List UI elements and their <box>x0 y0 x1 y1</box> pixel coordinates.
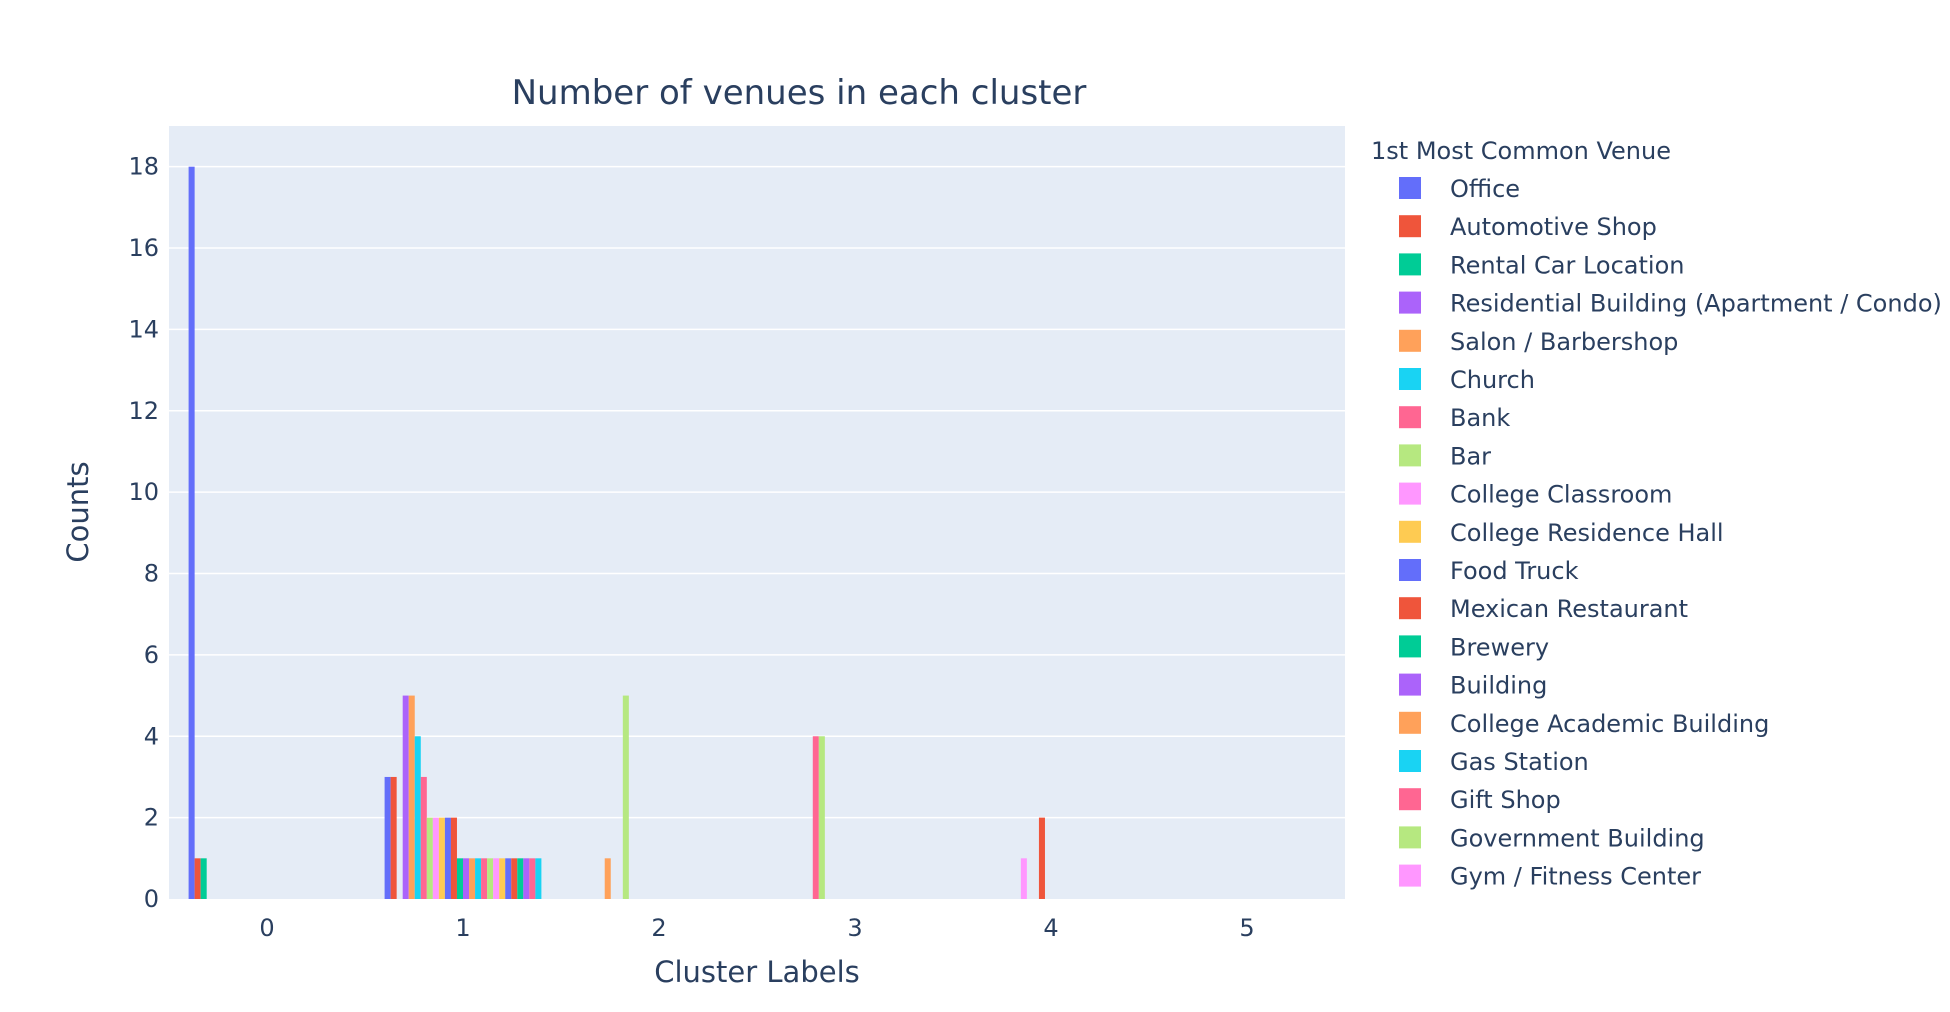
legend-item-label[interactable]: Brewery <box>1450 633 1549 661</box>
legend-swatch <box>1399 368 1421 390</box>
x-tick-label: 4 <box>1043 914 1058 942</box>
bar[interactable] <box>426 817 433 899</box>
legend-item-label[interactable]: Automotive Shop <box>1450 213 1657 241</box>
plot-area <box>169 126 1345 899</box>
bar[interactable] <box>535 858 542 899</box>
legend-swatch <box>1399 482 1421 505</box>
legend-swatch <box>1399 215 1421 238</box>
bar[interactable] <box>469 858 476 899</box>
y-tick-label: 14 <box>128 315 159 343</box>
bar[interactable] <box>438 817 445 899</box>
x-axis-title: Cluster Labels <box>654 955 860 989</box>
y-tick-label: 18 <box>128 153 159 181</box>
legend-item-label[interactable]: Food Truck <box>1450 557 1579 585</box>
bar[interactable] <box>475 858 482 899</box>
y-tick-label: 6 <box>144 641 159 669</box>
legend-item-label[interactable]: Building <box>1450 672 1547 700</box>
bar[interactable] <box>529 858 536 899</box>
y-axis-title: Counts <box>61 461 95 562</box>
legend-swatch <box>1399 750 1421 772</box>
x-tick-label: 5 <box>1239 914 1254 942</box>
bar[interactable] <box>818 736 825 899</box>
legend-swatch <box>1399 520 1421 543</box>
x-tick-label: 1 <box>455 914 470 942</box>
legend-swatch <box>1399 406 1421 429</box>
legend-swatch <box>1399 711 1421 734</box>
bar[interactable] <box>414 736 421 899</box>
bar[interactable] <box>390 776 397 899</box>
y-tick-label: 10 <box>128 478 159 506</box>
legend-swatch <box>1399 864 1421 887</box>
legend-item-label[interactable]: Gift Shop <box>1450 786 1561 814</box>
bar[interactable] <box>420 776 427 899</box>
legend-item-label[interactable]: College Classroom <box>1450 481 1672 509</box>
legend-item-label[interactable]: Office <box>1450 175 1520 203</box>
legend-swatch <box>1399 673 1421 696</box>
bar[interactable] <box>604 858 611 899</box>
legend-swatch <box>1399 291 1421 314</box>
bar[interactable] <box>450 817 457 899</box>
bar[interactable] <box>481 858 488 899</box>
legend-item-label[interactable]: Mexican Restaurant <box>1450 595 1688 623</box>
bar[interactable] <box>408 695 415 899</box>
legend-item-label[interactable]: Rental Car Location <box>1450 251 1684 279</box>
bar[interactable] <box>505 858 512 899</box>
bar[interactable] <box>487 858 494 899</box>
legend-swatch <box>1399 444 1421 467</box>
bar[interactable] <box>456 858 463 899</box>
legend-item-label[interactable]: Bank <box>1450 404 1510 432</box>
legend-item-label[interactable]: Salon / Barbershop <box>1450 328 1678 356</box>
x-axis-ticks: 0 1 2 3 4 5 <box>259 914 1254 942</box>
y-tick-label: 12 <box>128 397 159 425</box>
bar[interactable] <box>432 817 439 899</box>
bars <box>188 166 1045 899</box>
legend-item-label[interactable]: Church <box>1450 366 1535 394</box>
bar[interactable] <box>194 858 201 899</box>
y-tick-label: 8 <box>144 560 159 588</box>
x-tick-label: 3 <box>847 914 862 942</box>
bar[interactable] <box>188 166 195 899</box>
bar[interactable] <box>517 858 524 899</box>
bar[interactable] <box>200 858 207 899</box>
y-axis-ticks: 0 2 4 6 8 10 12 14 16 18 <box>128 153 159 913</box>
legend-item-label[interactable]: Gas Station <box>1450 748 1589 776</box>
y-tick-label: 4 <box>144 722 159 750</box>
y-tick-label: 0 <box>144 885 159 913</box>
bar[interactable] <box>463 858 470 899</box>
bar[interactable] <box>402 695 409 899</box>
legend-swatch <box>1399 253 1421 276</box>
bar[interactable] <box>622 695 629 899</box>
legend-swatch <box>1399 329 1421 352</box>
legend-swatch <box>1399 826 1421 849</box>
legend-swatch <box>1399 635 1421 658</box>
bar[interactable] <box>511 858 518 899</box>
bar[interactable] <box>384 776 391 899</box>
x-tick-label: 2 <box>651 914 666 942</box>
bar[interactable] <box>493 858 500 899</box>
gridlines <box>169 165 1345 819</box>
legend-swatch <box>1399 559 1421 581</box>
y-tick-label: 16 <box>128 234 159 262</box>
bar[interactable] <box>1038 817 1045 899</box>
bar[interactable] <box>444 817 451 899</box>
legend-swatch <box>1399 597 1421 620</box>
legend-item-label[interactable]: Government Building <box>1450 824 1705 852</box>
chart-title: Number of venues in each cluster <box>512 73 1087 113</box>
legend: 1st Most Common Venue Office Automotive S… <box>1371 137 1942 891</box>
y-tick-label: 2 <box>144 804 159 832</box>
bar[interactable] <box>523 858 530 899</box>
legend-title: 1st Most Common Venue <box>1371 137 1671 165</box>
legend-item-label[interactable]: College Residence Hall <box>1450 519 1724 547</box>
bar[interactable] <box>499 858 506 899</box>
bar[interactable] <box>812 736 819 899</box>
legend-item-label[interactable]: Gym / Fitness Center <box>1450 863 1701 891</box>
bar[interactable] <box>1020 858 1027 899</box>
legend-swatch <box>1399 177 1421 199</box>
legend-item-label[interactable]: College Academic Building <box>1450 710 1769 738</box>
legend-item-label[interactable]: Residential Building (Apartment / Condo) <box>1450 290 1942 318</box>
x-tick-label: 0 <box>259 914 274 942</box>
legend-item-label[interactable]: Bar <box>1450 442 1491 470</box>
legend-swatch <box>1399 788 1421 811</box>
